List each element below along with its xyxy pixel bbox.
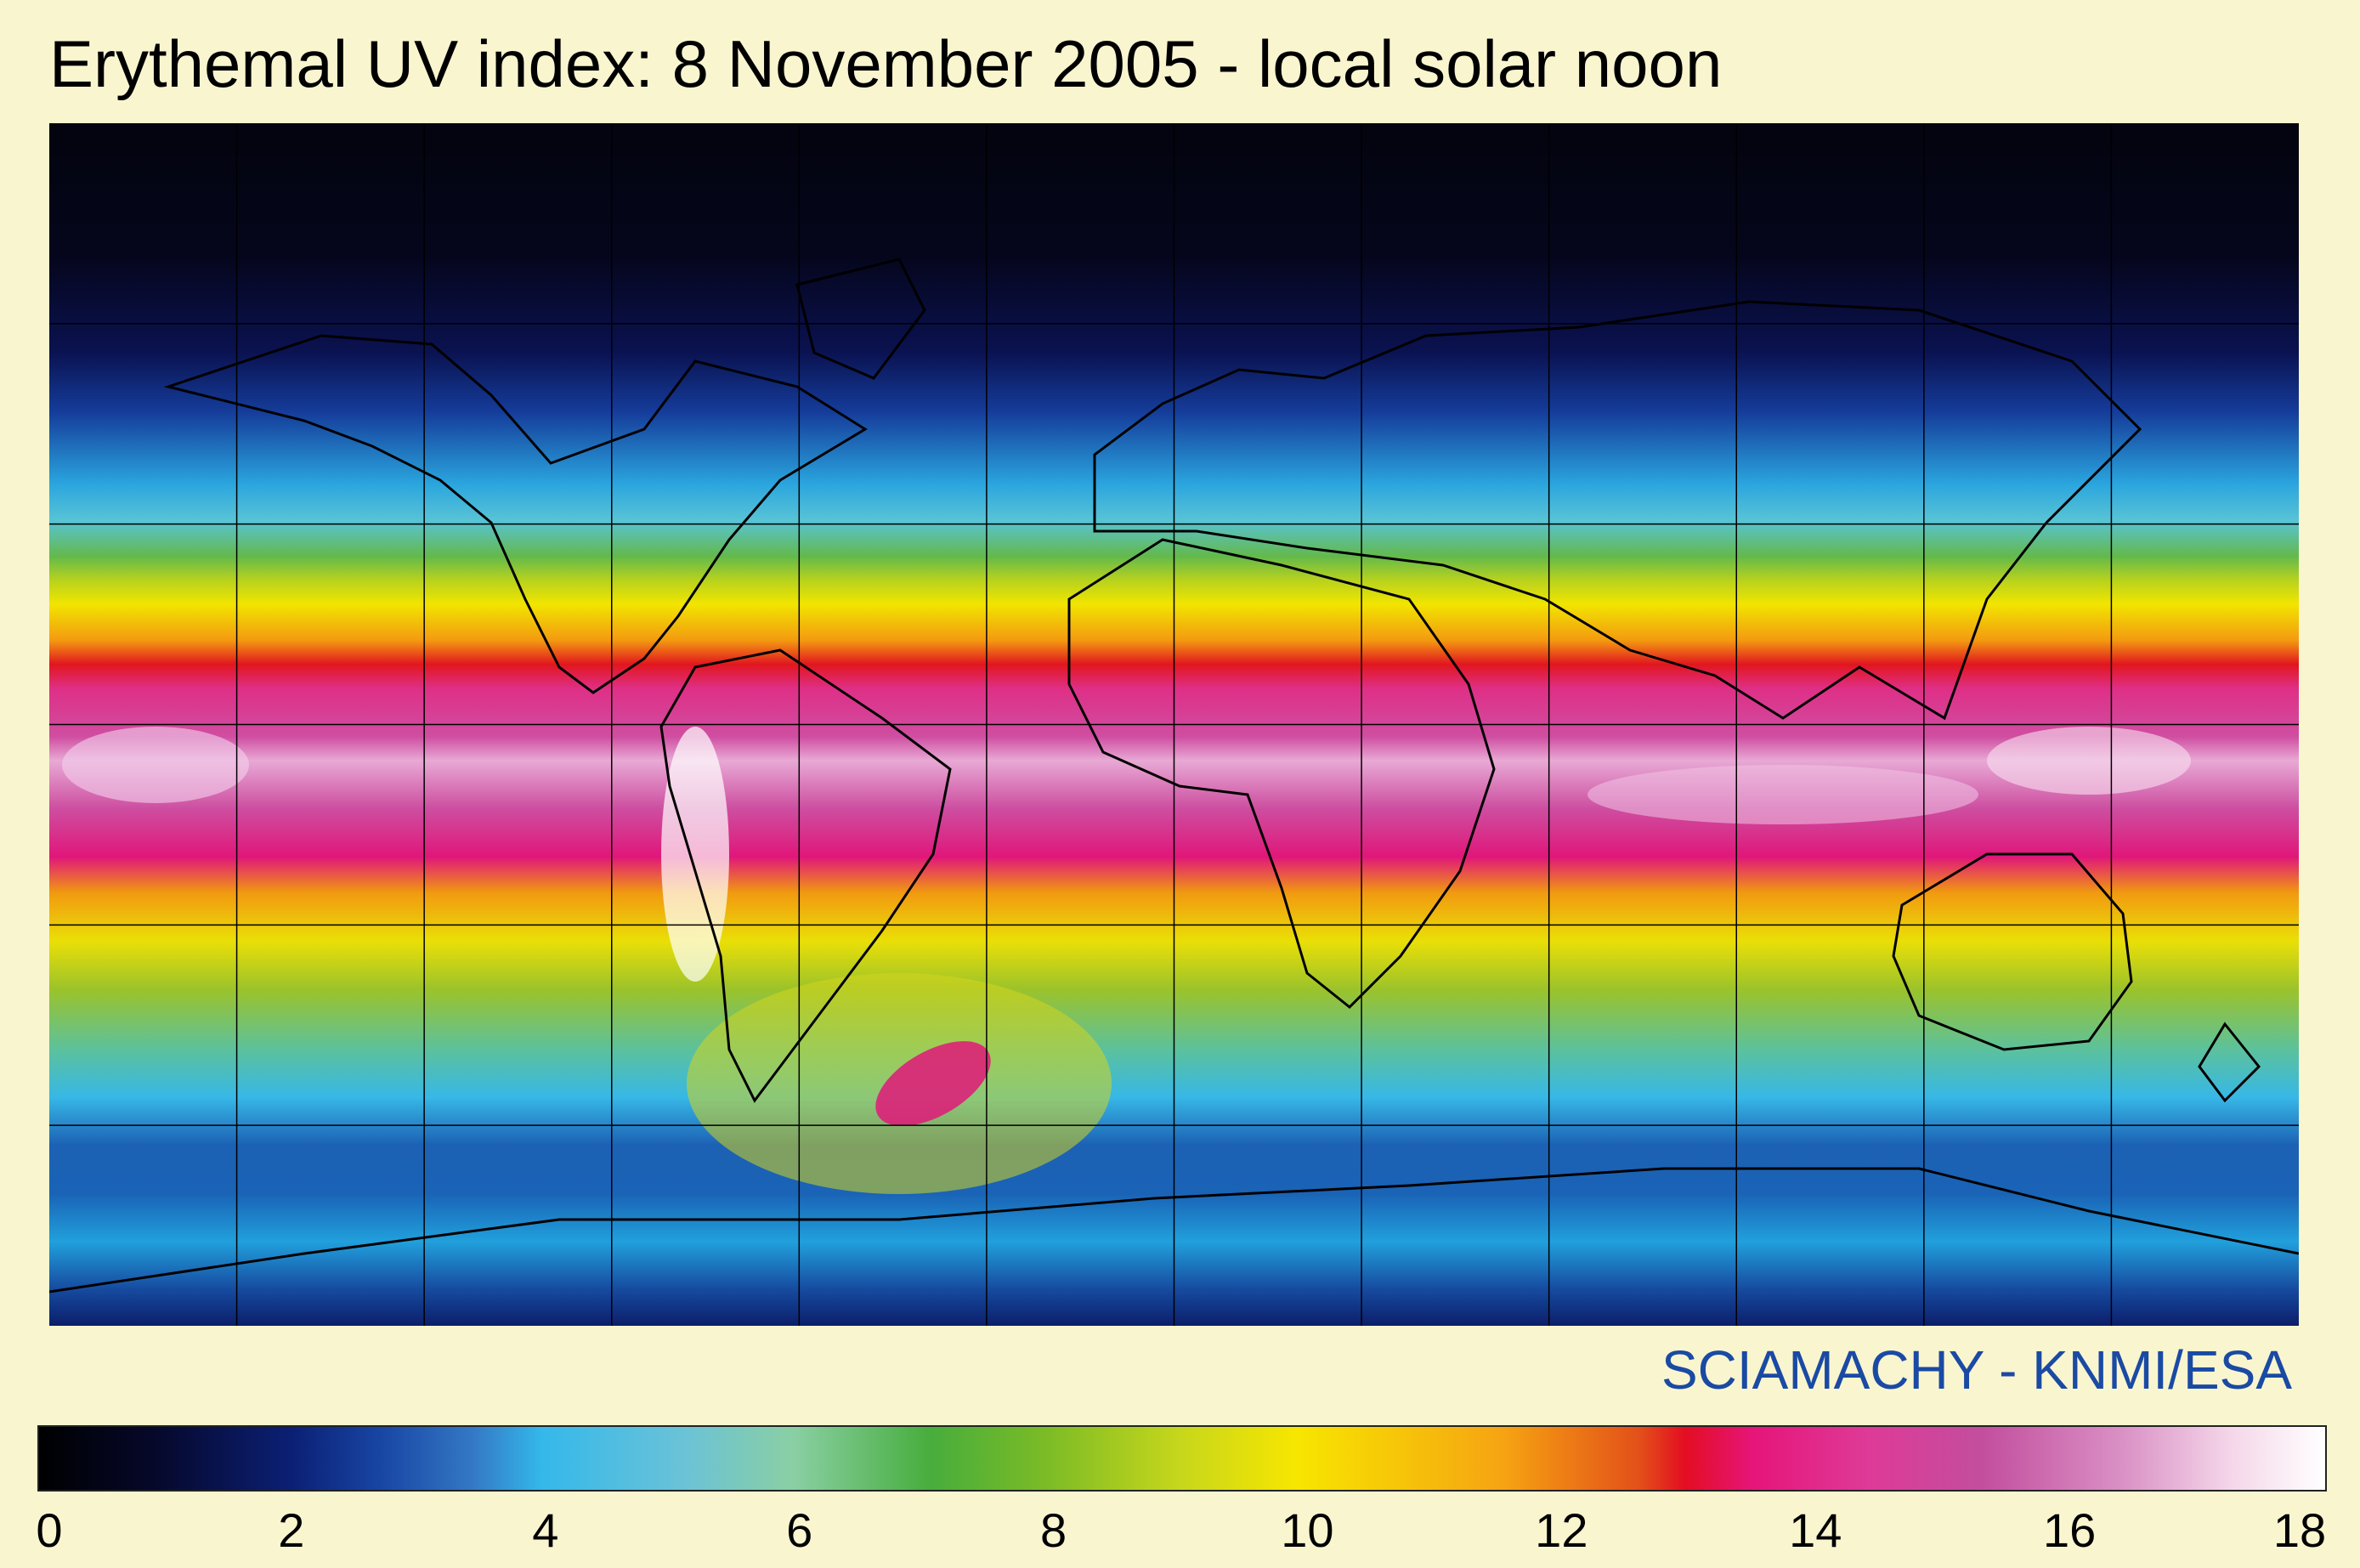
coast-antarctica [49, 1167, 2299, 1293]
colorbar-tick-label: 2 [278, 1503, 305, 1557]
colorbar-tick-label: 18 [2272, 1503, 2327, 1557]
coast-south-america [659, 648, 952, 1103]
uv-peak-new-guinea [1987, 727, 2191, 795]
uv-colorbar [37, 1425, 2327, 1492]
coast-eurasia [1093, 300, 2142, 721]
colorbar-tick-label: 10 [1281, 1503, 1334, 1557]
colorbar-tick-label: 6 [786, 1503, 813, 1557]
colorbar-tick-label: 16 [2042, 1503, 2097, 1557]
colorbar-tick-label: 12 [1535, 1503, 1588, 1557]
colorbar-tick-label: 14 [1789, 1503, 1842, 1557]
uv-peak-andes [661, 727, 729, 982]
coast-greenland [795, 258, 926, 380]
colorbar-tick-label: 8 [1039, 1503, 1067, 1557]
map-title: Erythemal UV index: 8 November 2005 - lo… [49, 26, 1723, 101]
coast-africa [1067, 538, 1496, 1010]
coast-australia [1892, 852, 2133, 1051]
graticule [49, 123, 2299, 1326]
uv-peak-indian-ocean [1587, 765, 1978, 824]
uv-index-map [49, 123, 2299, 1326]
colorbar-tick-label: 0 [36, 1503, 63, 1557]
uv-anomaly-core [875, 1041, 991, 1126]
colorbar-tick-label: 4 [532, 1503, 559, 1557]
uv-peak-pacific [62, 727, 249, 803]
coast-new-zealand [2198, 1022, 2261, 1103]
data-credit: SCIAMACHY - KNMI/ESA [1661, 1339, 2292, 1401]
coastlines [49, 258, 2299, 1293]
map-overlay [49, 123, 2299, 1326]
coast-north-america [163, 334, 868, 694]
